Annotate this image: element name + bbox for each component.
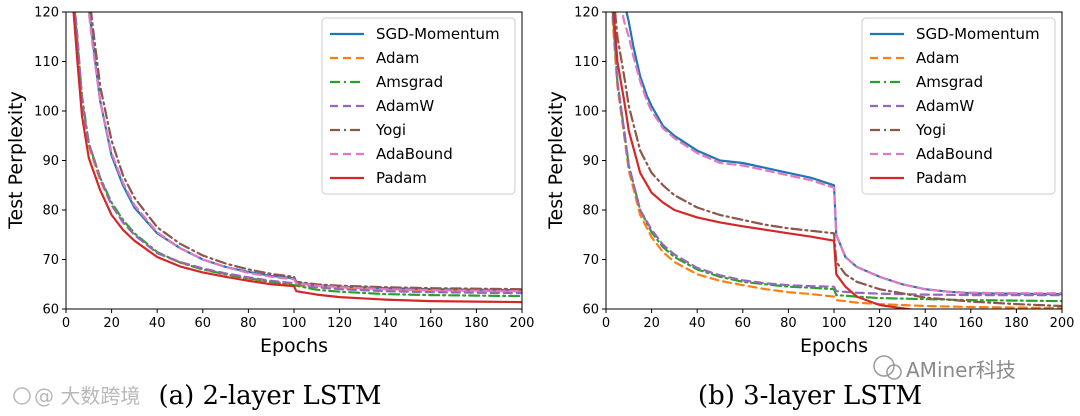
y-tick-label: 70 [42, 253, 59, 268]
x-tick-label: 120 [867, 316, 892, 331]
legend-label: Yogi [375, 121, 406, 139]
legend-label: AdamW [376, 97, 434, 115]
x-tick-label: 140 [913, 316, 938, 331]
series-line-adamw [611, 12, 1062, 297]
x-tick-label: 180 [1004, 316, 1029, 331]
legend-label: Padam [916, 169, 967, 187]
x-axis-b: 0 20 40 60 80 100 120 140 160 180 200 [602, 309, 1075, 331]
legend-label: AdaBound [916, 145, 993, 163]
y-axis-label-a: Test Perplexity [5, 91, 27, 230]
x-tick-label: 100 [282, 316, 307, 331]
y-tick-label: 60 [42, 303, 59, 318]
wechat-icon-bubble [886, 364, 902, 380]
legend-b: SGD-Momentum Adam Amsgrad AdamW Yogi AdaBound… [861, 17, 1056, 195]
x-tick-label: 40 [149, 316, 166, 331]
x-tick-label: 0 [602, 316, 610, 331]
weibo-icon [13, 387, 31, 405]
legend-frame-b [861, 17, 1056, 195]
x-axis-label-b: Epochs [800, 335, 868, 357]
x-tick-label: 180 [464, 316, 489, 331]
legend-label: Amsgrad [916, 73, 983, 91]
y-tick-label: 100 [574, 105, 599, 120]
y-tick-label: 110 [574, 55, 599, 70]
series-line-yogi [613, 12, 1062, 308]
series-line-adabound [621, 12, 1062, 295]
legend-label: Yogi [915, 121, 946, 139]
x-tick-label: 100 [822, 316, 847, 331]
legend-label: Adam [916, 49, 959, 67]
legend-label: Adam [376, 49, 419, 67]
y-tick-label: 110 [34, 55, 59, 70]
wechat-icon [873, 355, 895, 377]
caption-b: (b) 3-layer LSTM [698, 381, 922, 411]
x-tick-label: 140 [373, 316, 398, 331]
plot-area-b [611, 12, 1062, 309]
chart-panel-b: 0 20 40 60 80 100 120 140 160 180 200 60 70 80 90 100 1… [545, 6, 1075, 412]
legend-frame-a [321, 17, 516, 195]
y-tick-label: 120 [574, 6, 599, 21]
y-tick-label: 70 [582, 253, 599, 268]
x-tick-label: 200 [1050, 316, 1075, 331]
x-tick-label: 60 [735, 316, 752, 331]
x-tick-label: 20 [643, 316, 660, 331]
y-tick-label: 90 [42, 154, 59, 169]
x-tick-label: 80 [240, 316, 257, 331]
watermark-right: AMiner科技 [873, 355, 1016, 382]
y-tick-label: 80 [42, 204, 59, 219]
x-tick-label: 20 [103, 316, 120, 331]
chart-panel-a: 0 20 40 60 80 100 120 140 160 180 200 60 70 80 90 100 1… [5, 6, 535, 412]
watermark-left: @ 大数跨境 [13, 384, 140, 408]
plot-area-a [72, 12, 522, 304]
x-tick-label: 200 [510, 316, 535, 331]
legend-label: Padam [376, 169, 427, 187]
watermark-right-text: AMiner科技 [906, 358, 1016, 382]
legend-label: AdamW [916, 97, 974, 115]
x-tick-label: 80 [780, 316, 797, 331]
y-tick-label: 90 [582, 154, 599, 169]
x-tick-label: 120 [327, 316, 352, 331]
caption-a: (a) 2-layer LSTM [158, 381, 381, 411]
y-axis-a: 60 70 80 90 100 110 120 [34, 6, 66, 318]
legend-label: AdaBound [376, 145, 453, 163]
legend-label: Amsgrad [376, 73, 443, 91]
series-line-adamw [73, 12, 522, 295]
y-tick-label: 120 [34, 6, 59, 21]
legend-label: SGD-Momentum [376, 25, 500, 43]
legend-label: SGD-Momentum [916, 25, 1040, 43]
x-axis-a: 0 20 40 60 80 100 120 140 160 180 200 [62, 309, 535, 331]
y-axis-label-b: Test Perplexity [545, 91, 567, 230]
y-tick-label: 80 [582, 204, 599, 219]
x-tick-label: 160 [418, 316, 443, 331]
x-tick-label: 0 [62, 316, 70, 331]
legend-a: SGD-Momentum Adam Amsgrad AdamW Yogi AdaBound… [321, 17, 516, 195]
y-axis-b: 60 70 80 90 100 110 120 [574, 6, 606, 318]
x-axis-label-a: Epochs [260, 335, 328, 357]
x-tick-label: 60 [195, 316, 212, 331]
series-line-adabound [87, 12, 522, 293]
series-line-yogi [89, 12, 522, 291]
x-tick-label: 40 [689, 316, 706, 331]
x-tick-label: 160 [958, 316, 983, 331]
series-line-padam [612, 12, 916, 309]
y-tick-label: 100 [34, 105, 59, 120]
watermark-left-text: @ 大数跨境 [34, 384, 140, 408]
series-line-padam [72, 12, 522, 304]
y-tick-label: 60 [582, 303, 599, 318]
